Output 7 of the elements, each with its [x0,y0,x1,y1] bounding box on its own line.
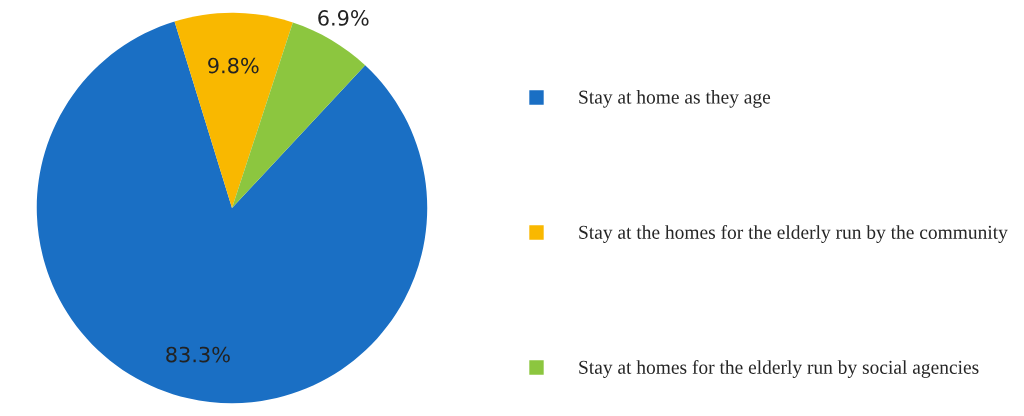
legend-label: Stay at homes for the elderly run by social agencies [579,360,979,378]
legend-label: Stay at the homes for the elderly run by the community [579,225,1008,243]
data-label: 6.9% [318,10,369,26]
data-label: 83.3% [166,346,230,363]
data-label: 9.8% [208,57,259,74]
pie-slice [174,12,293,208]
legend-label: Stay at home as they age [579,90,771,108]
